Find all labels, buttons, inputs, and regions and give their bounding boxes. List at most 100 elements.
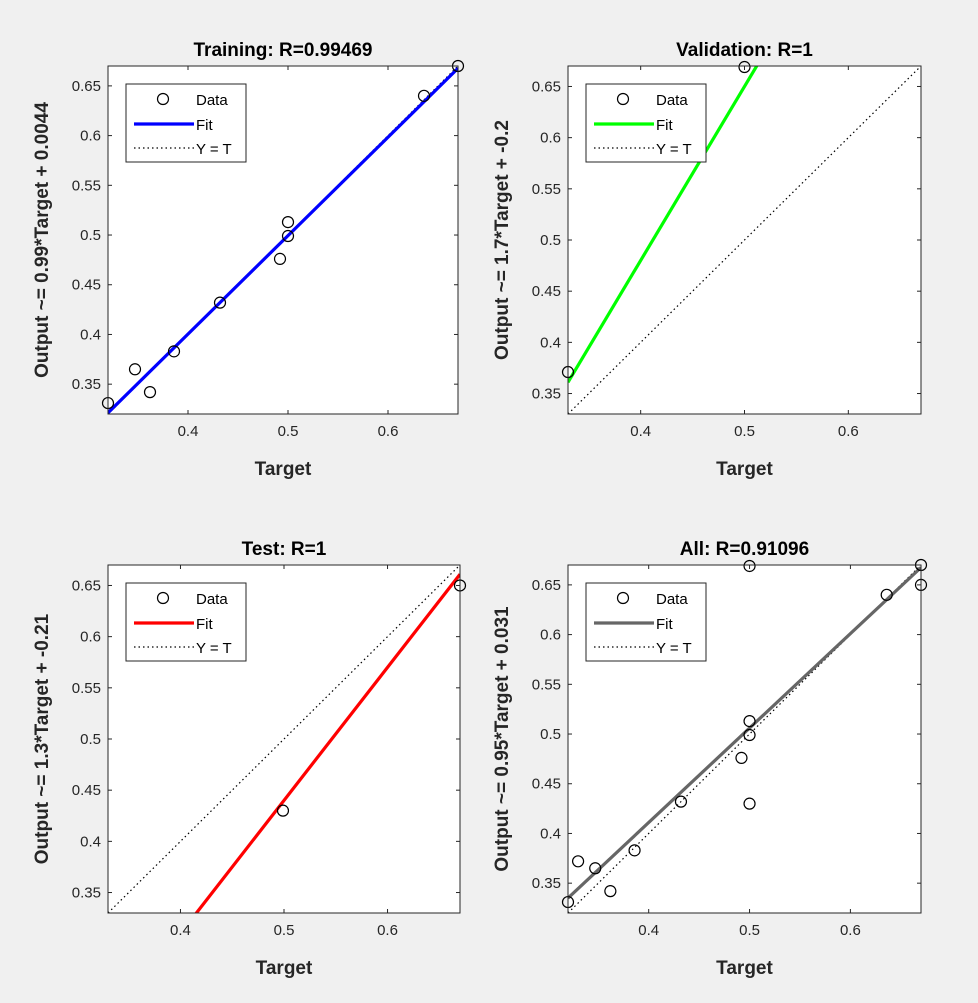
fit-line (194, 573, 460, 913)
identity-line (568, 66, 921, 414)
x-tick-label: 0.5 (739, 922, 760, 939)
legend-marker-data (616, 92, 630, 106)
legend-label-fit: Fit (196, 616, 213, 633)
legend: Data Fit Y = T (125, 582, 247, 662)
x-tick-label: 0.4 (638, 922, 659, 939)
x-tick-label: 0.4 (170, 922, 191, 939)
x-tick-label: 0.4 (178, 423, 199, 440)
data-point (281, 216, 295, 229)
y-axis-label: Output ~= 1.7*Target + -0.2 (492, 120, 513, 360)
y-tick-label: 0.4 (540, 825, 561, 842)
data-point (880, 588, 893, 601)
legend: Data Fit Y = T (125, 83, 247, 163)
chart-title: Test: R=1 (242, 539, 327, 560)
legend-marker-data (156, 92, 170, 106)
legend-label-data: Data (196, 591, 228, 608)
y-tick-label: 0.5 (80, 731, 101, 748)
data-point (128, 363, 142, 376)
identity-line (108, 565, 460, 913)
legend-label-data: Data (656, 591, 688, 608)
y-tick-label: 0.4 (80, 326, 101, 343)
y-tick-label: 0.65 (532, 577, 561, 594)
data-point (674, 795, 688, 808)
data-point (167, 345, 181, 358)
data-point (417, 89, 431, 102)
x-tick-label: 0.6 (838, 423, 859, 440)
y-tick-label: 0.6 (80, 128, 101, 145)
data-point (743, 559, 756, 573)
data-point (743, 797, 756, 810)
x-tick-label: 0.6 (840, 922, 861, 939)
x-tick-label: 0.5 (274, 922, 295, 939)
x-tick-label: 0.5 (734, 423, 755, 440)
y-tick-label: 0.35 (72, 376, 101, 393)
x-tick-label: 0.6 (377, 922, 398, 939)
data-point (213, 296, 227, 309)
y-tick-label: 0.55 (532, 181, 561, 198)
x-axis-label: Target (256, 958, 313, 979)
y-tick-label: 0.55 (72, 680, 101, 697)
chart-title: Validation: R=1 (676, 40, 813, 61)
y-tick-label: 0.35 (532, 875, 561, 892)
y-tick-label: 0.65 (72, 78, 101, 95)
axes-box (567, 564, 922, 914)
y-tick-label: 0.6 (80, 629, 101, 646)
legend-marker-data (616, 591, 630, 605)
data-point (738, 60, 751, 74)
plot-content (568, 66, 921, 414)
fit-line (108, 67, 458, 414)
y-tick-label: 0.45 (532, 283, 561, 300)
data-point (273, 252, 287, 265)
chart-panel-1: 0.4 0.5 0.6 0.35 0.4 0.45 0.5 0.55 0.6 0.65 Data Fi… (32, 40, 465, 480)
y-tick-label: 0.65 (72, 577, 101, 594)
identity-line (568, 565, 921, 913)
chart-panel-4: 0.4 0.5 0.6 0.35 0.4 0.45 0.5 0.55 0.6 0.65 Data Fi… (492, 539, 928, 979)
data-point (743, 715, 756, 728)
y-tick-label: 0.5 (540, 232, 561, 249)
fit-line (568, 66, 759, 384)
y-tick-label: 0.6 (540, 627, 561, 644)
legend-label-identity: Y = T (196, 640, 232, 657)
legend-label-data: Data (196, 92, 228, 109)
y-tick-label: 0.4 (540, 334, 561, 351)
data-point (743, 728, 756, 742)
legend-label-fit: Fit (196, 117, 213, 134)
data-point (276, 804, 290, 817)
chart-title: All: R=0.91096 (680, 539, 809, 560)
plot-content (108, 565, 460, 913)
y-tick-label: 0.65 (532, 78, 561, 95)
y-tick-label: 0.35 (532, 386, 561, 403)
legend: Data Fit Y = T (585, 83, 707, 163)
x-axis-label: Target (255, 459, 312, 480)
legend: Data Fit Y = T (585, 582, 707, 662)
y-tick-label: 0.45 (72, 782, 101, 799)
data-point (589, 862, 602, 875)
y-tick-label: 0.45 (532, 776, 561, 793)
x-axis-label: Target (716, 459, 773, 480)
y-tick-label: 0.5 (540, 726, 561, 743)
axes-box (567, 65, 922, 415)
y-tick-label: 0.45 (72, 277, 101, 294)
legend-label-fit: Fit (656, 117, 673, 134)
x-tick-label: 0.6 (378, 423, 399, 440)
legend-label-fit: Fit (656, 616, 673, 633)
data-point (281, 229, 295, 243)
data-point (571, 855, 585, 868)
x-axis-label: Target (716, 958, 773, 979)
y-axis-label: Output ~= 0.95*Target + 0.031 (492, 606, 513, 872)
chart-panel-3: 0.4 0.5 0.6 0.35 0.4 0.45 0.5 0.55 0.6 0.65 Data Fi… (32, 539, 467, 979)
x-tick-label: 0.5 (278, 423, 299, 440)
y-tick-label: 0.6 (540, 130, 561, 147)
data-point (604, 885, 617, 898)
y-tick-label: 0.55 (72, 177, 101, 194)
chart-panel-2: 0.4 0.5 0.6 0.35 0.4 0.45 0.5 0.55 0.6 0.65 Data Fi… (492, 40, 922, 480)
legend-label-identity: Y = T (196, 141, 232, 158)
legend-label-identity: Y = T (656, 141, 692, 158)
legend-label-identity: Y = T (656, 640, 692, 657)
chart-title: Training: R=0.99469 (194, 40, 373, 61)
y-axis-label: Output ~= 0.99*Target + 0.0044 (32, 102, 53, 378)
x-tick-label: 0.4 (630, 423, 651, 440)
y-tick-label: 0.5 (80, 227, 101, 244)
y-tick-label: 0.35 (72, 885, 101, 902)
